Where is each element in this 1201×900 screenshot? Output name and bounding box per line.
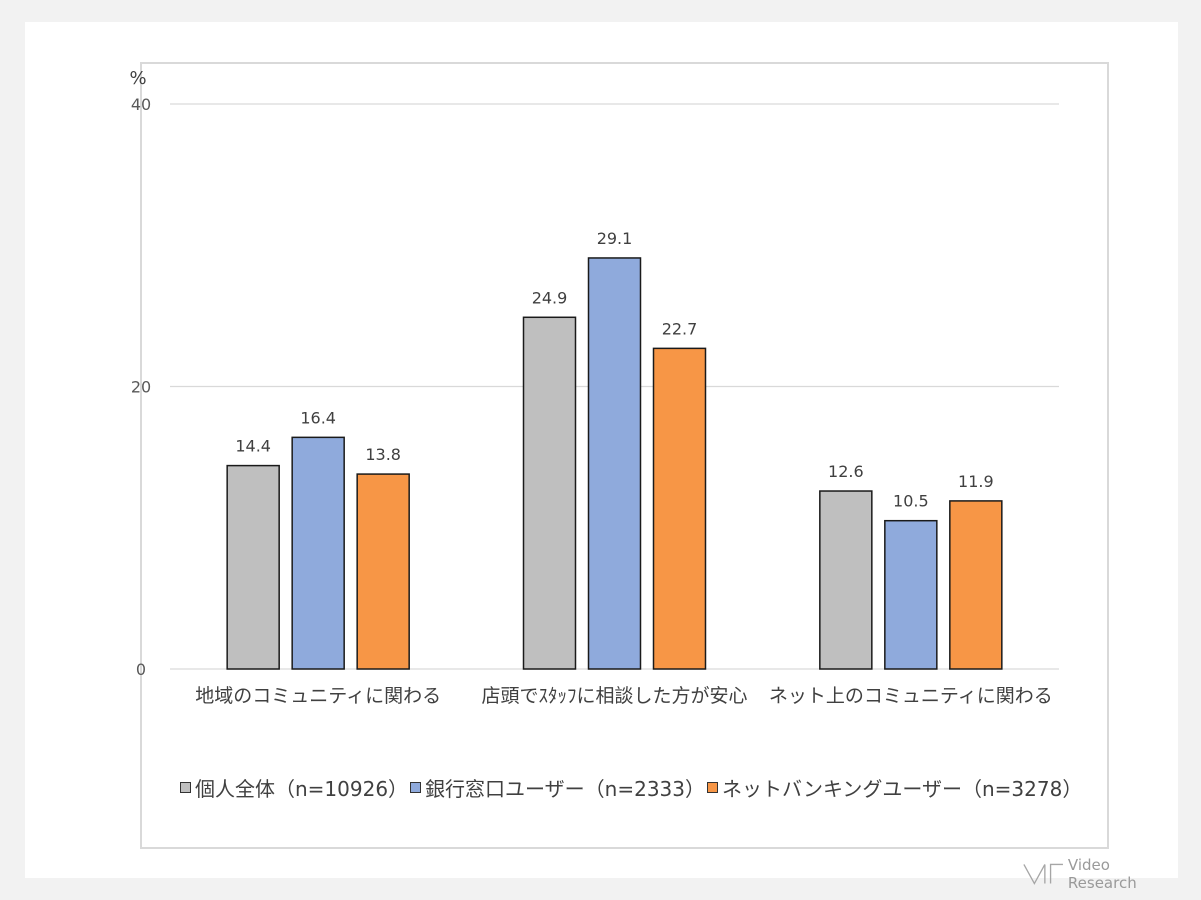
data-label: 13.8 [365,445,401,464]
data-label: 10.5 [893,492,929,511]
x-category-label: ネット上のコミュニティに関わる [769,685,1053,707]
data-label: 29.1 [597,229,633,248]
bar [652,347,707,670]
bar [291,436,345,670]
bar [226,464,280,670]
bar [949,500,1003,670]
brand-name: Video Research [1067,856,1137,892]
y-tick-label: 40 [131,95,151,114]
axis-layer: 0 20 40% 地域のコミュニティに関わる 店頭でｽﾀｯﾌに相談した方が安心 ネット上の… [129,68,1052,707]
legend-swatch [180,781,191,793]
data-label: 24.9 [532,288,568,307]
data-label: 16.4 [300,408,336,427]
legend-label: ネットバンキングユーザー（n=3278） [722,776,1083,801]
data-label: 14.4 [235,437,271,456]
data-label: 22.7 [662,319,698,338]
bar [356,473,410,670]
legend-label: 個人全体（n=10926） [195,776,409,801]
legend: 個人全体（n=10926） 銀行窓口ユーザー（n=2333） ネットバンキングユーザ… [180,773,1084,802]
legend-item: 銀行窓口ユーザー（n=2333） [410,773,705,802]
x-category-label: 店頭でｽﾀｯﾌに相談した方が安心 [481,685,747,707]
data-label: 11.9 [958,472,994,491]
legend-item: ネットバンキングユーザー（n=3278） [707,773,1082,802]
bar [819,490,873,670]
y-unit-label: % [129,68,146,89]
page: 0 20 40% 地域のコミュニティに関わる 店頭でｽﾀｯﾌに相談した方が安心 ネット上の… [25,22,1178,892]
brand-logo: Video Research [1022,856,1178,892]
bar-chart: 0 20 40% 地域のコミュニティに関わる 店頭でｽﾀｯﾌに相談した方が安心 ネット上の… [129,68,1059,707]
y-tick-label: 20 [131,378,151,397]
bar-layer [226,257,1003,670]
legend-item: 個人全体（n=10926） [180,773,408,802]
y-tick-label: 0 [136,660,146,679]
x-category-label: 地域のコミュニティに関わる [195,685,441,707]
legend-swatch [410,781,422,793]
bar [884,519,938,670]
bar [522,316,577,670]
legend-swatch [707,781,718,793]
legend-label: 銀行窓口ユーザー（n=2333） [425,776,705,801]
video-research-logo-icon [1023,863,1063,885]
label-layer: 14.4 16.4 13.8 24.9 29.1 22.7 12.6 10.5 11.9 [235,229,993,511]
data-label: 12.6 [828,462,864,481]
bar [587,257,642,670]
